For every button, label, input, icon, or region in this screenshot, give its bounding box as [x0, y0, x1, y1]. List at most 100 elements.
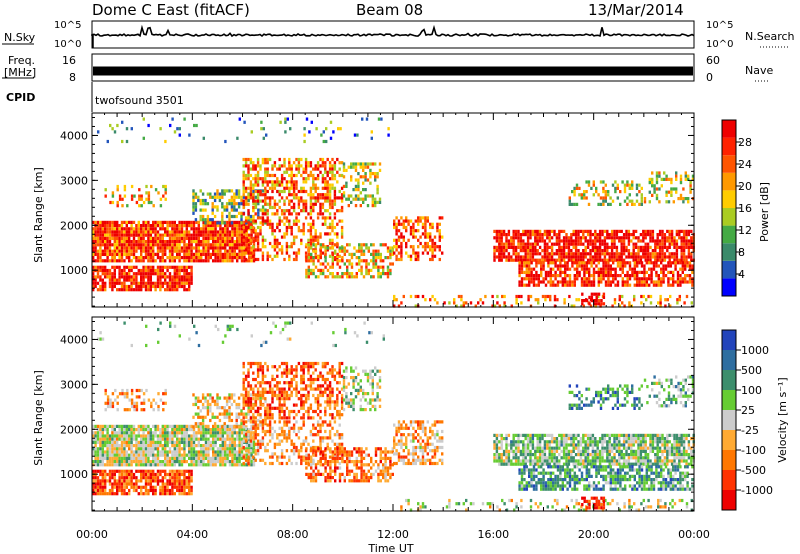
echo-cell	[178, 275, 181, 279]
echo-cell	[441, 235, 444, 239]
echo-cell	[268, 199, 272, 203]
echo-cell	[118, 265, 121, 269]
echo-cell	[378, 200, 382, 204]
echo-cell	[288, 189, 291, 194]
echo-cell	[305, 259, 308, 263]
echo-cell	[524, 255, 527, 259]
echo-cell	[188, 133, 191, 137]
echo-cell	[364, 194, 367, 198]
echo-cell	[650, 267, 653, 271]
echo-cell	[615, 229, 619, 233]
echo-cell	[302, 202, 305, 206]
echo-cell	[586, 242, 590, 246]
echo-cell	[589, 236, 592, 240]
echo-cell	[195, 243, 198, 247]
echo-cell	[273, 254, 277, 258]
echo-cell	[572, 239, 575, 243]
echo-cell	[575, 183, 579, 187]
echo-cell	[643, 264, 646, 268]
echo-cell	[132, 233, 136, 237]
echo-cell	[171, 479, 174, 483]
echo-cell	[257, 211, 260, 215]
echo-cell	[178, 476, 181, 480]
echo-cell	[354, 165, 358, 169]
echo-cell	[389, 262, 392, 266]
echo-cell	[350, 162, 353, 166]
echo-cell	[674, 261, 677, 265]
echo-cell	[283, 164, 286, 168]
echo-cell	[666, 236, 669, 240]
echo-cell	[514, 255, 518, 259]
echo-cell	[374, 178, 377, 182]
echo-cell	[686, 274, 689, 278]
echo-cell	[104, 224, 107, 228]
echo-cell	[431, 251, 434, 255]
echo-cell	[144, 428, 148, 432]
echo-cell	[355, 262, 358, 266]
echo-cell	[664, 304, 667, 308]
echo-cell	[606, 242, 609, 246]
echo-cell	[372, 275, 375, 279]
echo-cell	[292, 238, 296, 242]
echo-cell	[307, 268, 310, 272]
echo-cell	[393, 251, 396, 255]
echo-cell	[144, 246, 148, 250]
echo-cell	[248, 243, 251, 247]
echo-cell	[250, 233, 253, 237]
echo-cell	[610, 252, 614, 256]
echo-cell	[549, 280, 552, 284]
echo-cell	[583, 270, 586, 274]
echo-cell	[295, 257, 298, 262]
echo-cell	[597, 267, 600, 271]
echo-cell	[123, 444, 126, 448]
echo-cell	[562, 239, 566, 243]
echo-cell	[583, 299, 586, 303]
echo-cell	[565, 245, 568, 249]
echo-cell	[142, 224, 145, 228]
echo-cell	[638, 261, 641, 265]
echo-cell	[178, 492, 181, 496]
echo-cell	[244, 219, 248, 223]
echo-cell	[312, 268, 315, 272]
echo-cell	[570, 239, 573, 243]
echo-cell	[656, 245, 659, 249]
echo-cell	[118, 450, 121, 454]
echo-cell	[152, 230, 155, 234]
echo-cell	[238, 233, 241, 237]
echo-cell	[276, 183, 279, 187]
echo-cell	[684, 264, 687, 268]
echo-cell	[159, 240, 162, 244]
echo-cell	[644, 255, 647, 259]
echo-cell	[669, 304, 672, 308]
echo-cell	[156, 249, 160, 253]
echo-cell	[409, 254, 413, 258]
echo-cell	[223, 189, 226, 193]
echo-cell	[628, 277, 632, 281]
echo-cell	[149, 243, 152, 247]
echo-cell	[679, 283, 682, 287]
echo-cell	[460, 294, 463, 299]
echo-cell	[183, 117, 186, 121]
echo-cell	[142, 485, 145, 489]
echo-cell	[565, 242, 568, 246]
echo-cell	[642, 249, 645, 253]
echo-cell	[389, 256, 392, 260]
nsky-line	[91, 24, 695, 38]
echo-cell	[685, 255, 688, 259]
echo-cell	[608, 252, 611, 256]
echo-cell	[142, 431, 145, 435]
echo-cell	[125, 252, 128, 256]
echo-cell	[362, 168, 365, 172]
echo-cell	[190, 469, 193, 473]
echo-cell	[94, 281, 97, 285]
echo-cell	[602, 186, 605, 190]
echo-cell	[297, 202, 301, 206]
echo-cell	[578, 261, 581, 265]
echo-cell	[606, 236, 609, 240]
echo-cell	[568, 280, 572, 284]
echo-cell	[92, 230, 95, 234]
echo-cell	[240, 246, 244, 250]
echo-cell	[176, 272, 179, 276]
echo-cell	[462, 304, 465, 308]
echo-cell	[249, 167, 253, 171]
